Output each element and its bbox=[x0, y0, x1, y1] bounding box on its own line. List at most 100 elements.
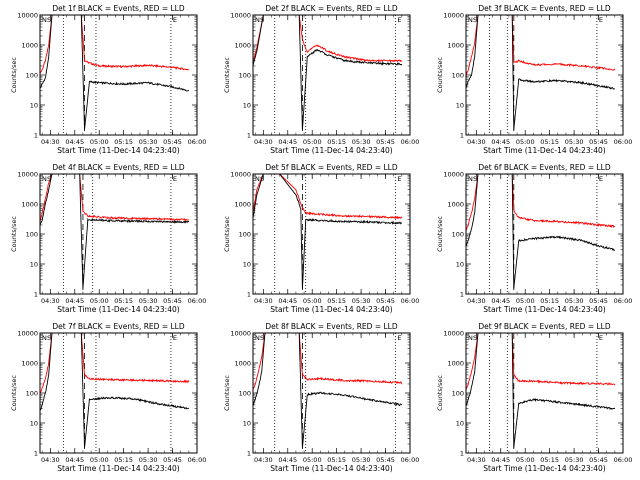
y-axis-label: Counts/sec bbox=[436, 57, 444, 93]
x-tick-label: 05:30 bbox=[352, 138, 371, 146]
events-rate-line bbox=[40, 15, 189, 130]
marker-label: N bbox=[42, 334, 47, 342]
y-axis-label: Counts/sec bbox=[223, 216, 231, 252]
x-tick-label: 05:15 bbox=[114, 297, 133, 305]
y-tick-label: 10000 bbox=[230, 330, 251, 338]
marker-label: E bbox=[173, 175, 177, 183]
x-tick-label: 05:45 bbox=[589, 138, 608, 146]
x-tick-label: 04:45 bbox=[278, 297, 297, 305]
y-tick-label: 100 bbox=[26, 231, 38, 239]
panel-title: Det 4f BLACK = Events, RED = LLD bbox=[52, 163, 185, 172]
y-tick-label: 100 bbox=[452, 72, 464, 80]
lld-rate-line bbox=[466, 174, 616, 233]
y-tick-label: 100 bbox=[239, 72, 251, 80]
y-axis-label: Counts/sec bbox=[223, 57, 231, 93]
plot-frame bbox=[252, 332, 411, 454]
detector-panel-9: Det 9f BLACK = Events, RED = LLD 1 10 100 10… bbox=[436, 322, 632, 473]
panel-title: Det 3f BLACK = Events, RED = LLD bbox=[478, 4, 611, 13]
marker-label: N bbox=[255, 175, 260, 183]
marker-label: E bbox=[599, 334, 603, 342]
y-tick-label: 1 bbox=[247, 291, 251, 299]
y-axis-label: Counts/sec bbox=[436, 216, 444, 252]
x-tick-label: 05:00 bbox=[303, 138, 322, 146]
y-tick-label: 10000 bbox=[230, 171, 251, 179]
lld-rate-line bbox=[253, 174, 403, 220]
events-rate-line bbox=[253, 15, 403, 130]
x-tick-label: 04:30 bbox=[467, 138, 486, 146]
y-tick-label: 100 bbox=[26, 72, 38, 80]
y-tick-label: 10 bbox=[456, 261, 464, 269]
x-tick-label: 05:30 bbox=[139, 138, 158, 146]
y-tick-label: 10 bbox=[243, 261, 251, 269]
marker-label: E bbox=[397, 16, 401, 24]
x-tick-label: 06:00 bbox=[614, 456, 633, 464]
y-tick-label: 10000 bbox=[443, 330, 464, 338]
plot-frame bbox=[252, 14, 411, 136]
marker-label: S bbox=[47, 16, 51, 24]
detector-panel-7: Det 7f BLACK = Events, RED = LLD 1 10 100 10… bbox=[10, 322, 206, 473]
y-tick-label: 10000 bbox=[443, 12, 464, 20]
y-tick-label: 1000 bbox=[447, 201, 464, 209]
plot-frame bbox=[465, 173, 624, 295]
marker-label: E bbox=[397, 334, 401, 342]
panel-title: Det 8f BLACK = Events, RED = LLD bbox=[265, 322, 398, 331]
x-tick-label: 04:30 bbox=[254, 297, 273, 305]
y-tick-label: 1 bbox=[34, 291, 38, 299]
x-tick-label: 05:15 bbox=[327, 138, 346, 146]
x-axis-label: Start Time (11-Dec-14 04:23:40) bbox=[270, 464, 392, 473]
y-tick-label: 1000 bbox=[447, 42, 464, 50]
x-axis-label: Start Time (11-Dec-14 04:23:40) bbox=[270, 305, 392, 314]
x-tick-label: 05:15 bbox=[327, 297, 346, 305]
marker-label: S bbox=[473, 334, 477, 342]
x-tick-label: 05:00 bbox=[90, 138, 109, 146]
x-axis-label: Start Time (11-Dec-14 04:23:40) bbox=[483, 464, 605, 473]
y-axis-label: Counts/sec bbox=[436, 375, 444, 411]
x-tick-label: 04:45 bbox=[278, 456, 297, 464]
events-rate-line bbox=[253, 333, 403, 448]
x-tick-label: 05:00 bbox=[303, 456, 322, 464]
x-axis-label: Start Time (11-Dec-14 04:23:40) bbox=[270, 146, 392, 155]
y-tick-label: 1000 bbox=[234, 360, 251, 368]
x-tick-label: 04:45 bbox=[65, 297, 84, 305]
panel-title: Det 9f BLACK = Events, RED = LLD bbox=[478, 322, 611, 331]
x-tick-label: 04:45 bbox=[65, 138, 84, 146]
y-tick-label: 1000 bbox=[21, 201, 38, 209]
x-tick-label: 05:30 bbox=[352, 297, 371, 305]
x-tick-label: 05:45 bbox=[376, 297, 395, 305]
y-tick-label: 10 bbox=[30, 420, 38, 428]
x-tick-label: 04:45 bbox=[65, 456, 84, 464]
y-axis-label: Counts/sec bbox=[10, 375, 18, 411]
y-axis-label: Counts/sec bbox=[10, 57, 18, 93]
x-tick-label: 05:30 bbox=[139, 456, 158, 464]
x-axis-label: Start Time (11-Dec-14 04:23:40) bbox=[483, 305, 605, 314]
y-axis-label: Counts/sec bbox=[223, 375, 231, 411]
y-tick-label: 1 bbox=[460, 450, 464, 458]
x-tick-label: 05:30 bbox=[565, 456, 584, 464]
y-tick-label: 100 bbox=[452, 390, 464, 398]
x-tick-label: 05:00 bbox=[516, 456, 535, 464]
x-axis-label: Start Time (11-Dec-14 04:23:40) bbox=[57, 305, 179, 314]
lld-rate-line bbox=[40, 333, 190, 396]
y-tick-label: 1 bbox=[34, 450, 38, 458]
events-rate-line bbox=[40, 333, 190, 448]
plot-frame bbox=[39, 173, 198, 295]
events-rate-line bbox=[466, 333, 616, 448]
marker-label: N bbox=[468, 16, 473, 24]
x-tick-label: 05:15 bbox=[540, 456, 559, 464]
y-tick-label: 1000 bbox=[234, 201, 251, 209]
x-tick-label: 05:30 bbox=[352, 456, 371, 464]
y-tick-label: 1 bbox=[34, 132, 38, 140]
plot-frame bbox=[252, 173, 411, 295]
y-tick-label: 10 bbox=[456, 102, 464, 110]
y-tick-label: 1000 bbox=[234, 42, 251, 50]
detector-panel-5: Det 5f BLACK = Events, RED = LLD 1 10 100 10… bbox=[223, 163, 419, 314]
marker-label: E bbox=[599, 175, 603, 183]
x-tick-label: 06:00 bbox=[401, 456, 420, 464]
marker-label: N bbox=[255, 16, 260, 24]
x-tick-label: 05:00 bbox=[90, 456, 109, 464]
y-tick-label: 10000 bbox=[443, 171, 464, 179]
lld-rate-line bbox=[40, 15, 189, 75]
y-tick-label: 1 bbox=[460, 132, 464, 140]
x-tick-label: 05:15 bbox=[114, 456, 133, 464]
x-tick-label: 05:30 bbox=[565, 297, 584, 305]
